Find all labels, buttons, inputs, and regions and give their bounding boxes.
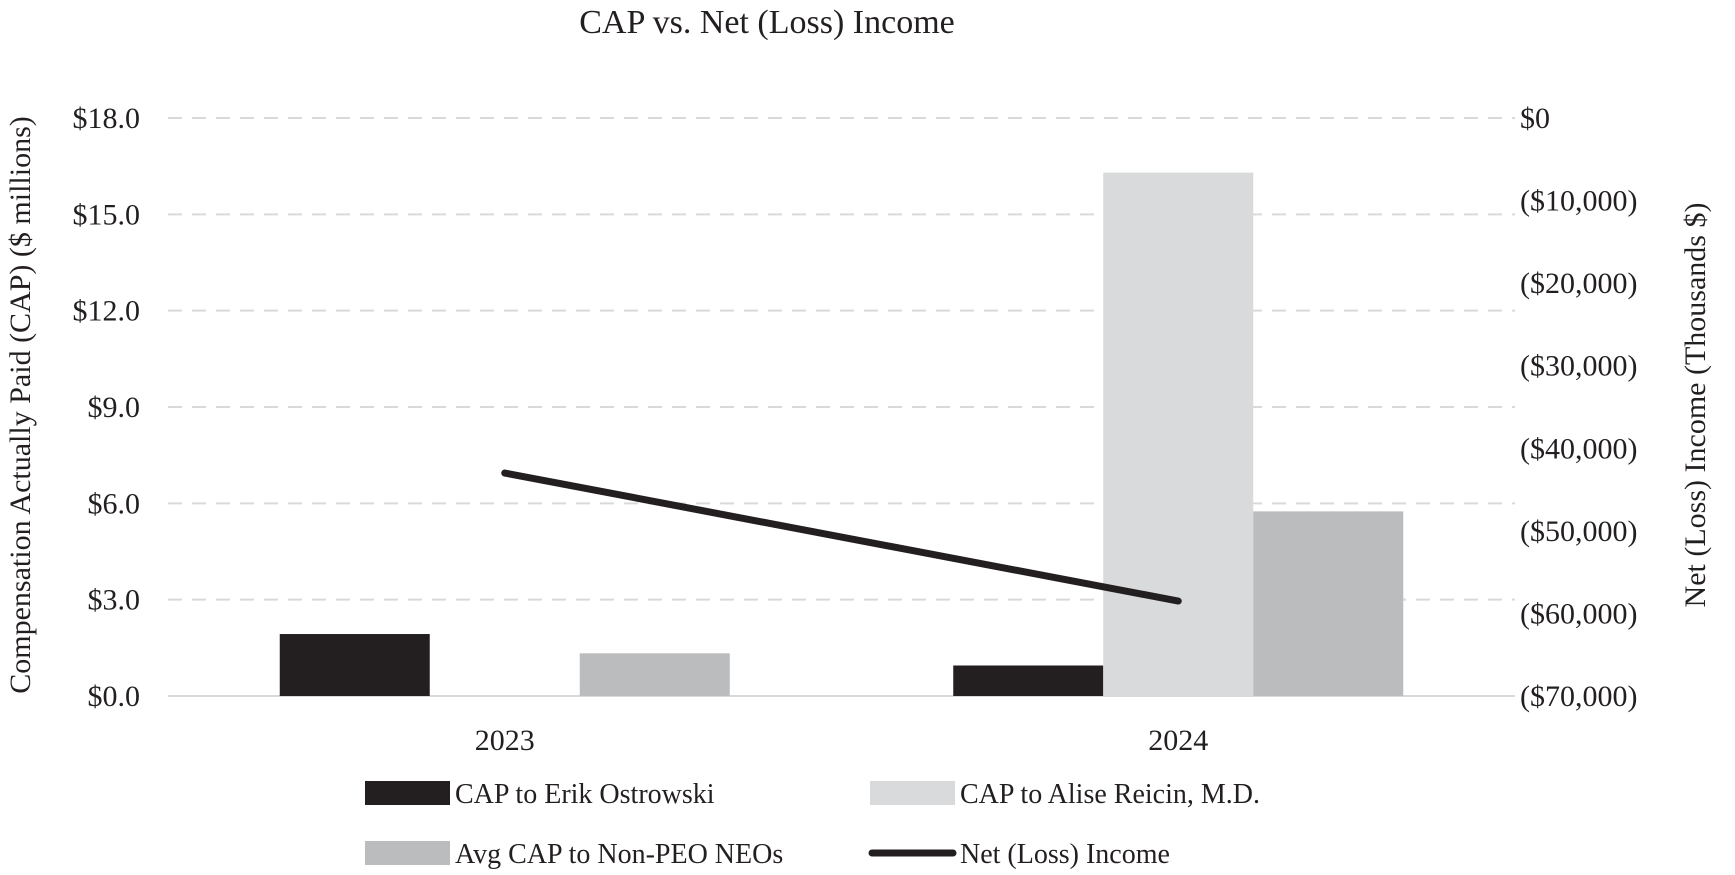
y2-tick-label: ($70,000) bbox=[1520, 680, 1637, 713]
y-tick-label: $6.0 bbox=[88, 487, 141, 520]
y2-tick-label: ($60,000) bbox=[1520, 597, 1637, 630]
bar bbox=[279, 634, 430, 696]
legend: CAP to Erik Ostrowski CAP to Alise Reicin… bbox=[365, 779, 1260, 870]
chart-title: CAP vs. Net (Loss) Income bbox=[579, 4, 955, 41]
line-series bbox=[501, 469, 1182, 605]
legend-label: Net (Loss) Income bbox=[960, 839, 1170, 870]
bars bbox=[279, 172, 1404, 697]
y-tick-label: $18.0 bbox=[73, 102, 141, 135]
y2-tick-label: ($30,000) bbox=[1520, 350, 1637, 383]
tick-labels: $0.0 $3.0 $6.0 $9.0 $12.0 $15.0 $18.0 ($70,000)… bbox=[73, 102, 1638, 757]
legend-swatch bbox=[870, 781, 955, 805]
legend-swatch bbox=[365, 841, 450, 865]
series-line bbox=[501, 469, 1182, 605]
x-tick-label: 2024 bbox=[1148, 724, 1208, 757]
bar bbox=[1253, 511, 1404, 696]
bar bbox=[1103, 172, 1254, 697]
y2-tick-label: ($20,000) bbox=[1520, 267, 1637, 300]
y2-tick-label: ($10,000) bbox=[1520, 185, 1637, 218]
y-tick-label: $15.0 bbox=[73, 198, 141, 231]
bar bbox=[579, 653, 730, 696]
y-tick-label: $0.0 bbox=[88, 680, 141, 713]
y-tick-label: $9.0 bbox=[88, 391, 141, 424]
legend-item: CAP to Erik Ostrowski bbox=[365, 779, 715, 810]
y2-axis-title: Net (Loss) Income (Thousands $) bbox=[1679, 203, 1712, 608]
y2-tick-label: ($40,000) bbox=[1520, 432, 1637, 465]
y-tick-label: $3.0 bbox=[88, 584, 141, 617]
legend-swatch bbox=[365, 781, 450, 805]
legend-label: CAP to Alise Reicin, M.D. bbox=[960, 779, 1260, 810]
legend-item: Net (Loss) Income bbox=[868, 839, 1170, 870]
legend-label: CAP to Erik Ostrowski bbox=[455, 779, 715, 810]
x-tick-label: 2023 bbox=[475, 724, 535, 757]
legend-item: Avg CAP to Non-PEO NEOs bbox=[365, 839, 783, 870]
y2-tick-label: ($50,000) bbox=[1520, 515, 1637, 548]
bar bbox=[953, 665, 1104, 696]
legend-item: CAP to Alise Reicin, M.D. bbox=[870, 779, 1260, 810]
y2-tick-label: $0 bbox=[1520, 102, 1550, 135]
legend-label: Avg CAP to Non-PEO NEOs bbox=[455, 839, 783, 870]
y-tick-label: $12.0 bbox=[73, 295, 141, 328]
y-axis-title: Compensation Actually Paid (CAP) ($ mill… bbox=[4, 116, 37, 693]
